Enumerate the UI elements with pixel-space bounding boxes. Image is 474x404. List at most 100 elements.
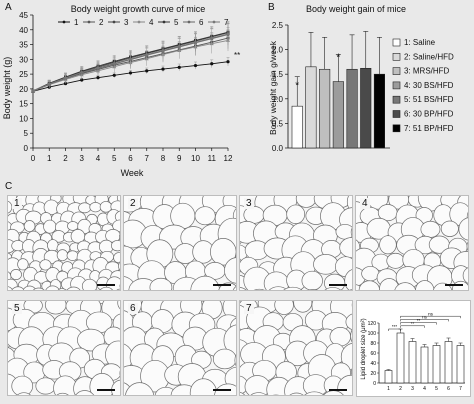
x-tick-label: 3	[80, 154, 85, 163]
x-tick-label: 6	[128, 154, 133, 163]
legend-label: 5	[174, 18, 179, 27]
significance-bracket	[400, 319, 449, 322]
data-point	[80, 78, 84, 82]
y-tick-label: 60	[370, 351, 376, 357]
x-tick-label: 2	[63, 154, 68, 163]
data-point	[226, 31, 230, 36]
adipocyte	[114, 210, 120, 223]
scale-bar	[329, 389, 347, 391]
adipocyte	[335, 224, 352, 240]
data-point	[177, 65, 181, 69]
adipocyte	[118, 261, 120, 271]
adipocyte	[212, 348, 236, 370]
adipocyte	[386, 252, 405, 269]
y-tick-label: 0	[24, 144, 29, 153]
adipocyte	[43, 219, 57, 234]
legend-marker	[137, 20, 141, 24]
data-point	[161, 67, 165, 71]
chart-a-xlabel: Week	[121, 168, 144, 178]
x-tick-label: 7	[459, 386, 462, 392]
bar-2	[396, 332, 405, 384]
adipocyte	[81, 278, 98, 290]
adipocyte	[10, 269, 22, 280]
adipocyte	[149, 277, 173, 290]
adipocyte	[11, 375, 34, 395]
adipocyte	[293, 301, 313, 313]
data-point	[193, 63, 198, 68]
lipid-droplet-chart-frame: Lipid droplet size (μm²) 0 20 40 60 80 100 120…	[356, 300, 471, 397]
legend-label: 7	[224, 18, 229, 27]
x-tick-label: 9	[177, 154, 182, 163]
bar-3	[408, 341, 417, 384]
adipocyte	[23, 220, 36, 233]
tile-label-5: 5	[12, 303, 22, 314]
adipocyte	[349, 289, 352, 290]
adipocyte	[301, 270, 323, 290]
x-tick-label: 12	[224, 154, 233, 163]
data-point	[144, 52, 149, 57]
adipocyte	[56, 249, 69, 262]
tile-label-1: 1	[12, 198, 22, 209]
panel-label-b: B	[268, 2, 275, 13]
adipocyte	[44, 301, 67, 315]
adipocyte	[268, 286, 288, 290]
adipocyte-pattern	[240, 196, 352, 290]
adipocyte	[462, 267, 468, 284]
histology-image-7: 7	[239, 300, 353, 396]
adipocyte	[350, 227, 352, 237]
y-tick-label: 15	[19, 100, 28, 109]
x-tick-label: 10	[191, 154, 200, 163]
adipocyte	[361, 266, 380, 282]
tile-label-3: 3	[244, 198, 254, 209]
adipocyte	[304, 391, 325, 395]
data-point	[161, 48, 165, 53]
adipocyte	[32, 287, 45, 290]
x-tick-label: 11	[208, 154, 217, 163]
x-tick-label: 0	[31, 154, 36, 163]
adipocyte	[350, 329, 352, 343]
significance-label: **	[234, 51, 240, 60]
x-tick-label: 4	[423, 386, 426, 392]
adipocyte	[313, 254, 339, 275]
tile-label-7: 7	[244, 303, 254, 314]
data-point	[96, 76, 100, 80]
legend-label: 6	[199, 18, 204, 27]
scale-bar	[97, 284, 115, 286]
legend-label: 2	[99, 18, 104, 27]
adipocyte	[420, 220, 441, 238]
adipocyte	[345, 313, 352, 330]
adipocyte	[223, 324, 236, 356]
scale-bar	[213, 389, 231, 391]
significance-bracket	[400, 322, 437, 325]
data-point	[112, 73, 116, 77]
adipocyte	[351, 368, 352, 376]
adipocyte	[125, 382, 155, 395]
x-tick-label: 1	[47, 154, 52, 163]
adipocyte	[240, 391, 246, 395]
adipocyte	[78, 202, 92, 214]
x-tick-label: 7	[145, 154, 150, 163]
data-point	[193, 40, 198, 45]
adipocyte	[250, 392, 267, 395]
legend-marker	[62, 20, 66, 24]
adipocyte	[440, 220, 459, 237]
adipocyte	[415, 280, 435, 290]
x-tick-label: 5	[112, 154, 117, 163]
data-point	[226, 60, 230, 64]
adipocyte	[339, 237, 352, 259]
scale-bar	[329, 284, 347, 286]
data-point	[177, 44, 182, 49]
bar-6	[444, 341, 453, 384]
tile-label-6: 6	[128, 303, 138, 314]
adipocyte	[116, 288, 120, 290]
data-point	[128, 57, 133, 62]
histology-image-6: 6	[123, 300, 237, 396]
adipocyte-pattern	[356, 196, 468, 290]
y-tick-label: 20	[19, 85, 28, 94]
y-tick-label: 20	[370, 371, 376, 377]
x-tick-label: 3	[411, 386, 414, 392]
adipocyte	[240, 287, 247, 290]
data-point	[96, 65, 100, 70]
data-point	[79, 70, 84, 75]
histology-image-1: 1	[7, 195, 121, 291]
